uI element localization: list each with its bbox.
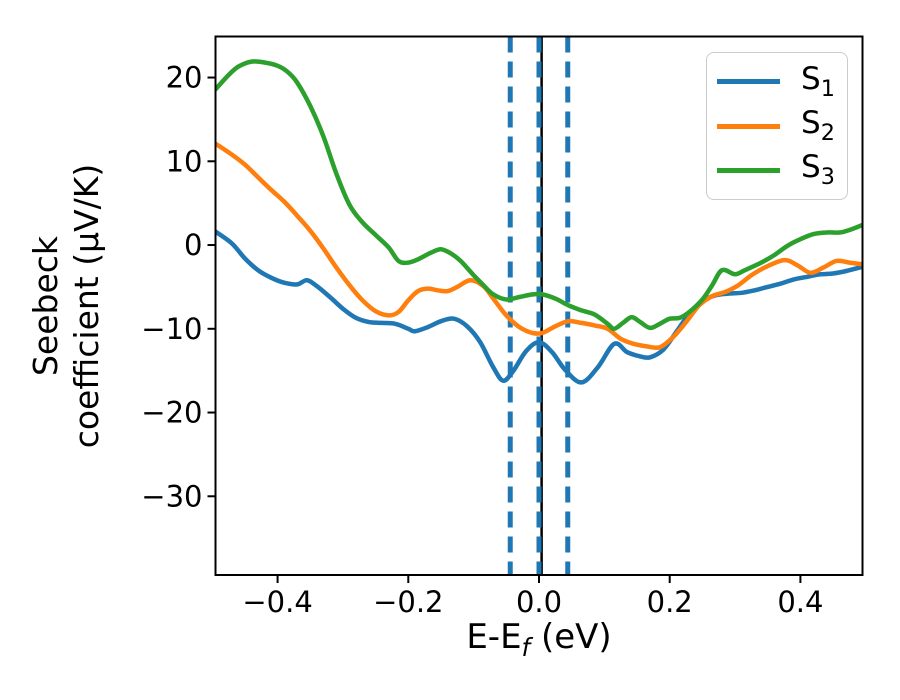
legend-line-sample [717, 167, 780, 173]
legend: S1 S2 S3 [706, 52, 848, 200]
x-tick-label: −0.2 [373, 585, 443, 619]
legend-item-S1: S1 [717, 60, 847, 102]
series-S3-curve [215, 59, 863, 332]
y-tick-label: 0 [184, 228, 202, 262]
y-tick-label: −30 [141, 479, 202, 513]
legend-label: S1 [801, 60, 835, 102]
series-S1-curve [215, 229, 863, 385]
y-axis-label: Seebeck coefficient (μV/K) [25, 164, 107, 449]
legend-item-S3: S3 [717, 148, 847, 191]
y-tick-label: −10 [141, 312, 202, 346]
x-tick-label: 0.0 [516, 585, 562, 619]
legend-label: S3 [801, 148, 835, 191]
x-axis-label: E-Ef (eV) [466, 617, 611, 662]
x-tick-label: 0.4 [777, 585, 823, 619]
series-S2-curve [215, 141, 863, 351]
x-tick-label: 0.2 [647, 585, 693, 619]
y-axis-label-line1: Seebeck [26, 235, 65, 377]
y-axis-label-line2: coefficient (μV/K) [67, 163, 106, 449]
x-axis-label-units: (eV) [530, 617, 612, 657]
y-tick-label: −20 [141, 396, 202, 430]
legend-label: S2 [801, 104, 835, 146]
legend-line-sample [717, 123, 780, 129]
legend-line-sample [717, 79, 780, 85]
y-tick-label: 20 [166, 61, 203, 95]
y-tick-label: 10 [166, 144, 203, 178]
x-axis-label-subscript: f [521, 632, 531, 662]
legend-item-S2: S2 [717, 104, 847, 146]
x-tick-label: −0.4 [242, 585, 312, 619]
x-axis-label-text: E-E [466, 617, 522, 657]
